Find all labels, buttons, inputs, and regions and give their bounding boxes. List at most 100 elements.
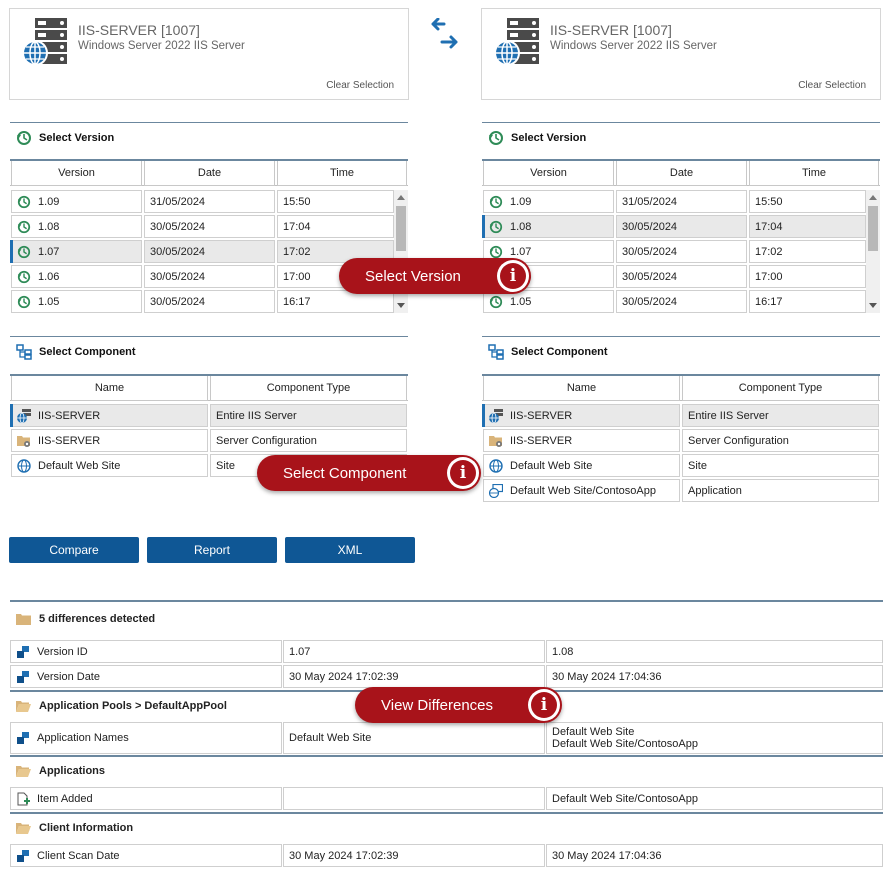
left-clear-selection-link[interactable]: Clear Selection — [326, 80, 394, 91]
version-row[interactable]: 1.09 31/05/2024 15:50 — [482, 190, 866, 213]
version-history-icon — [17, 245, 31, 259]
swap-arrows-icon[interactable] — [428, 18, 462, 50]
version-row[interactable]: 1.07 30/05/2024 17:02 — [10, 240, 394, 263]
component-tree-icon — [488, 343, 504, 360]
diff-row-version-date[interactable]: Version Date 30 May 2024 17:02:39 30 May… — [10, 665, 883, 688]
diff-label-cell: Version Date — [10, 665, 282, 688]
component-row[interactable]: IIS-SERVER Server Configuration — [10, 429, 408, 452]
diff-left-value: 30 May 2024 17:02:39 — [283, 665, 545, 688]
version-number: 1.09 — [510, 195, 532, 208]
column-header-name[interactable]: Name — [11, 376, 208, 401]
diff-row-version-id[interactable]: Version ID 1.07 1.08 — [10, 640, 883, 663]
diff-right-value: Default Web Site Default Web Site/Contos… — [546, 722, 883, 754]
diff-row-application-names[interactable]: Application Names Default Web Site Defau… — [10, 722, 883, 754]
component-name-cell: IIS-SERVER — [483, 404, 680, 427]
component-row[interactable]: IIS-SERVER Entire IIS Server — [482, 404, 880, 427]
right-clear-selection-link[interactable]: Clear Selection — [798, 80, 866, 91]
version-row[interactable]: 1.08 30/05/2024 17:04 — [482, 215, 866, 238]
right-component-table-header: Name Component Type — [482, 374, 880, 401]
time-cell: 17:00 — [749, 265, 866, 288]
component-row[interactable]: IIS-SERVER Server Configuration — [482, 429, 880, 452]
property-icon — [16, 645, 30, 659]
version-row[interactable]: 1.05 30/05/2024 16:17 — [482, 290, 866, 313]
info-icon[interactable]: i — [497, 260, 529, 292]
column-header-name[interactable]: Name — [483, 376, 680, 401]
version-row[interactable]: 1.08 30/05/2024 17:04 — [10, 215, 394, 238]
component-name: Default Web Site — [38, 459, 121, 472]
xml-button[interactable]: XML — [285, 537, 415, 563]
scroll-up-arrow-icon[interactable] — [869, 195, 877, 200]
left-server-card: IIS-SERVER [1007] Windows Server 2022 II… — [9, 8, 409, 100]
info-icon[interactable]: i — [528, 689, 560, 721]
version-row[interactable]: 1.09 31/05/2024 15:50 — [10, 190, 394, 213]
right-version-scrollbar[interactable] — [866, 190, 880, 313]
scroll-down-arrow-icon[interactable] — [397, 303, 405, 308]
date-cell: 31/05/2024 — [144, 190, 275, 213]
version-row[interactable]: 1.05 30/05/2024 16:17 — [10, 290, 394, 313]
version-history-icon — [488, 130, 504, 146]
component-row[interactable]: IIS-SERVER Entire IIS Server — [10, 404, 408, 427]
diff-row-item-added[interactable]: Item Added Default Web Site/ContosoApp — [10, 787, 883, 810]
version-number: 1.06 — [38, 270, 60, 283]
date-cell: 30/05/2024 — [616, 240, 747, 263]
server-globe-icon — [22, 18, 67, 66]
column-header-component-type[interactable]: Component Type — [210, 376, 407, 401]
diff-right-value: 30 May 2024 17:04:36 — [546, 665, 883, 688]
column-header-date[interactable]: Date — [144, 161, 275, 186]
version-number: 1.08 — [510, 220, 532, 233]
globe-server-icon — [17, 408, 31, 423]
time-cell: 17:02 — [749, 240, 866, 263]
column-header-version[interactable]: Version — [11, 161, 142, 186]
scroll-thumb[interactable] — [868, 206, 878, 251]
version-cell: 1.09 — [11, 190, 142, 213]
callout-label: Select Component — [283, 464, 407, 482]
differences-summary-text: 5 differences detected — [39, 613, 156, 625]
globe-icon — [489, 458, 503, 473]
report-button[interactable]: Report — [147, 537, 277, 563]
version-history-icon — [17, 295, 31, 309]
component-tree-icon — [16, 343, 32, 360]
column-header-component-type[interactable]: Component Type — [682, 376, 879, 401]
column-header-date[interactable]: Date — [616, 161, 747, 186]
diff-label-cell: Item Added — [10, 787, 282, 810]
scroll-thumb[interactable] — [396, 206, 406, 251]
info-icon[interactable]: i — [447, 457, 479, 489]
scroll-up-arrow-icon[interactable] — [397, 195, 405, 200]
scroll-down-arrow-icon[interactable] — [869, 303, 877, 308]
diff-label-cell: Application Names — [10, 722, 282, 754]
left-select-component-title: Select Component — [39, 345, 136, 358]
time-cell: 17:02 — [277, 240, 394, 263]
diff-right-line: Default Web Site — [552, 726, 635, 738]
left-version-table-header: Version Date Time — [10, 159, 408, 186]
diff-row-client-scan-date[interactable]: Client Scan Date 30 May 2024 17:02:39 30… — [10, 844, 883, 867]
folder-config-icon — [489, 434, 503, 448]
component-row[interactable]: Default Web Site/ContosoApp Application — [482, 479, 880, 502]
component-row[interactable]: Default Web Site Site — [482, 454, 880, 477]
component-name-cell: Default Web Site — [11, 454, 208, 477]
left-version-scrollbar[interactable] — [394, 190, 408, 313]
right-server-title: IIS-SERVER [1007] — [550, 22, 672, 38]
group-label: Client Information — [39, 822, 134, 834]
component-type-cell: Site — [682, 454, 879, 477]
column-header-version[interactable]: Version — [483, 161, 614, 186]
version-number: 1.05 — [510, 295, 532, 308]
group-applications: Applications — [10, 755, 883, 785]
compare-button[interactable]: Compare — [9, 537, 139, 563]
date-cell: 31/05/2024 — [616, 190, 747, 213]
version-cell: 1.09 — [483, 190, 614, 213]
version-number: 1.08 — [38, 220, 60, 233]
version-history-icon — [17, 195, 31, 209]
left-select-version-heading: Select Version — [10, 122, 408, 152]
selection-indicator — [482, 404, 485, 427]
date-cell: 30/05/2024 — [144, 215, 275, 238]
column-header-time[interactable]: Time — [277, 161, 407, 186]
version-cell: 1.07 — [483, 240, 614, 263]
diff-label-cell: Version ID — [10, 640, 282, 663]
component-name-cell: Default Web Site/ContosoApp — [483, 479, 680, 502]
version-row[interactable]: 1.07 30/05/2024 17:02 — [482, 240, 866, 263]
open-folder-icon — [16, 700, 31, 712]
column-header-time[interactable]: Time — [749, 161, 879, 186]
component-name-cell: IIS-SERVER — [483, 429, 680, 452]
